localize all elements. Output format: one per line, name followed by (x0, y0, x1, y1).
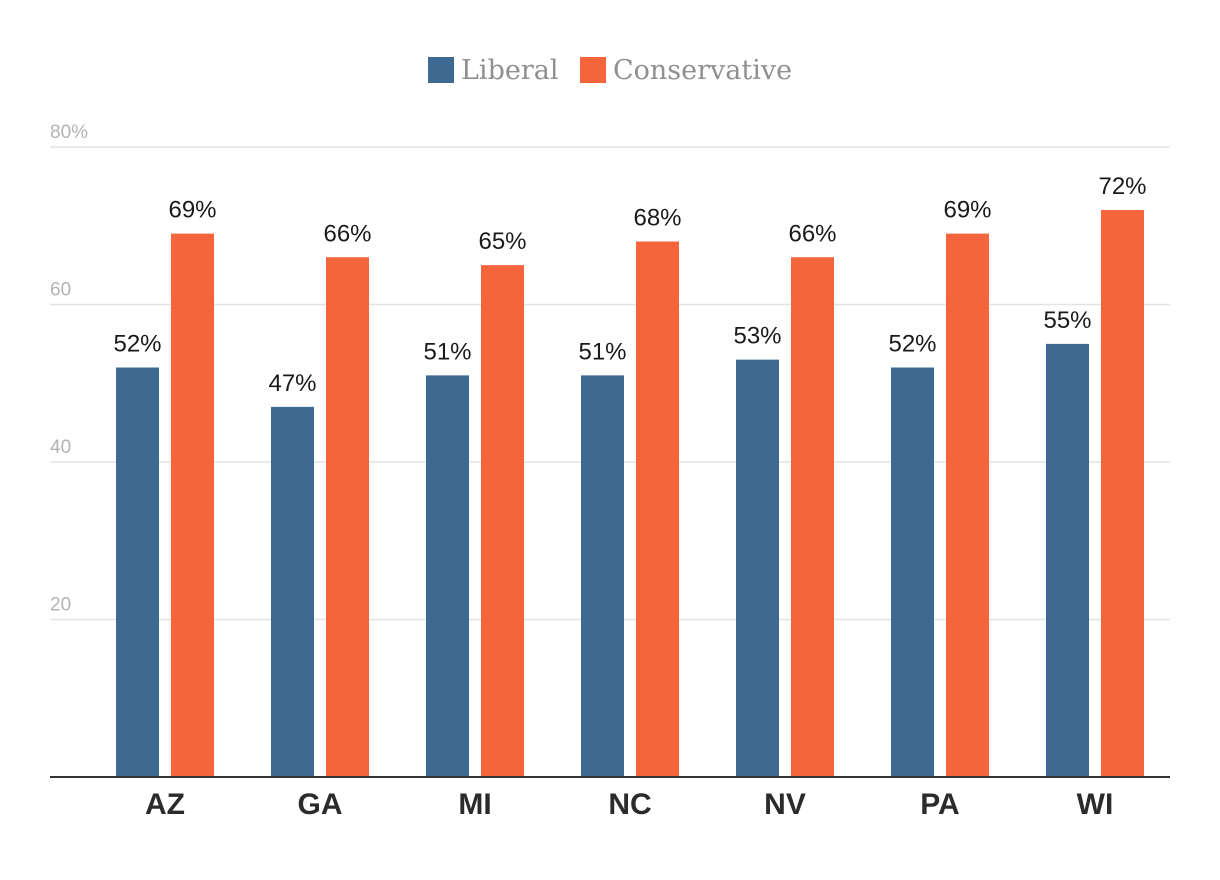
bar-liberal-ga (271, 406, 314, 777)
data-label-liberal-az: 52% (113, 331, 161, 358)
bar-conservative-az (171, 233, 214, 777)
bar-conservative-ga (326, 257, 369, 777)
data-label-conservative-ga: 66% (323, 220, 371, 247)
x-tick-label-ga: GA (298, 788, 343, 821)
data-label-conservative-nc: 68% (633, 205, 681, 232)
bar-liberal-wi (1046, 343, 1089, 777)
data-label-conservative-mi: 65% (478, 228, 526, 255)
value-labels: 52% 69% 47% 66% 51% 65% 51% 68% 53% 66% 52% 69% 55% 7… (113, 173, 1146, 397)
legend-swatch-conservative (580, 57, 606, 83)
x-tick-label-pa: PA (920, 788, 959, 821)
x-tick-label-nv: NV (764, 788, 806, 821)
data-label-conservative-pa: 69% (943, 197, 991, 224)
data-label-liberal-mi: 51% (423, 338, 471, 365)
legend-label-conservative: Conservative (613, 55, 792, 86)
data-label-liberal-ga: 47% (268, 370, 316, 397)
y-tick-label: 40 (50, 437, 71, 458)
bar-liberal-pa (891, 367, 934, 777)
bar-liberal-az (116, 367, 159, 777)
bar-conservative-nv (791, 257, 834, 777)
legend-label-liberal: Liberal (461, 55, 558, 86)
bar-conservative-mi (481, 265, 524, 777)
x-tick-label-wi: WI (1077, 788, 1114, 821)
x-axis: AZ GA MI NC NV PA WI (50, 776, 1170, 821)
bar-liberal-nv (736, 359, 779, 777)
x-tick-label-nc: NC (608, 788, 651, 821)
bar-liberal-mi (426, 375, 469, 777)
bar-conservative-wi (1101, 210, 1144, 777)
legend: Liberal Conservative (428, 55, 792, 86)
data-label-liberal-wi: 55% (1043, 307, 1091, 334)
data-label-conservative-az: 69% (168, 197, 216, 224)
y-tick-label: 80% (50, 122, 88, 143)
bar-liberal-nc (581, 375, 624, 777)
data-label-conservative-wi: 72% (1098, 173, 1146, 200)
y-tick-label: 60 (50, 280, 71, 301)
x-tick-label-mi: MI (458, 788, 491, 821)
bar-conservative-nc (636, 241, 679, 777)
bar-conservative-pa (946, 233, 989, 777)
data-label-liberal-pa: 52% (888, 331, 936, 358)
bars (116, 210, 1144, 777)
legend-swatch-liberal (428, 57, 454, 83)
data-label-conservative-nv: 66% (788, 220, 836, 247)
x-tick-label-az: AZ (145, 788, 185, 821)
y-tick-label: 20 (50, 595, 71, 616)
data-label-liberal-nc: 51% (578, 338, 626, 365)
data-label-liberal-nv: 53% (733, 323, 781, 350)
